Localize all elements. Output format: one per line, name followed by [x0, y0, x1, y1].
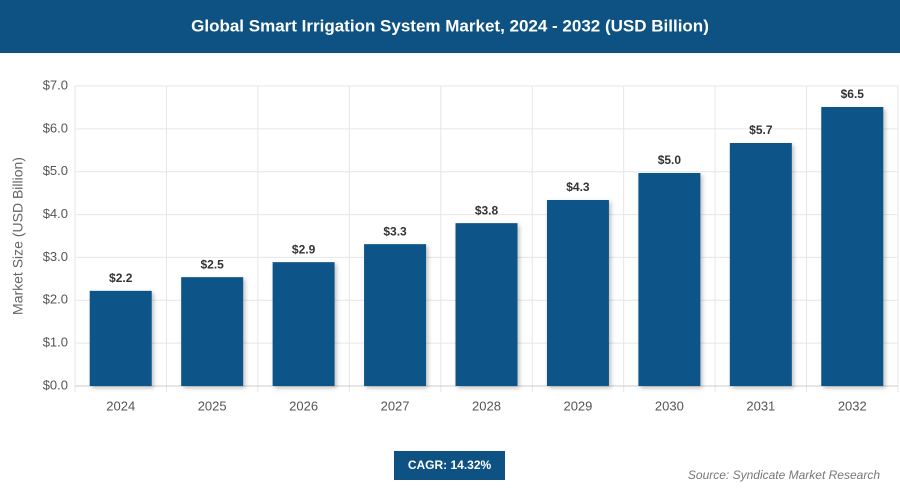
bar: [364, 244, 427, 386]
value-label: $4.3: [566, 180, 590, 194]
bar: [729, 143, 792, 386]
y-tick-label: $7.0: [43, 77, 68, 92]
value-label: $6.5: [841, 87, 865, 101]
value-label: $5.7: [749, 123, 773, 137]
bar: [546, 200, 609, 386]
x-tick-label: 2029: [563, 398, 592, 413]
value-label: $2.9: [292, 242, 316, 256]
y-tick-label: $5.0: [43, 163, 68, 178]
cagr-label: CAGR: 14.32%: [408, 458, 492, 472]
source-note: Source: Syndicate Market Research: [688, 468, 880, 482]
header-bar: [0, 0, 900, 53]
bar: [89, 290, 152, 386]
y-tick-label: $0.0: [43, 377, 68, 392]
y-tick-label: $6.0: [43, 120, 68, 135]
bar: [638, 173, 701, 386]
x-tick-label: 2025: [198, 398, 227, 413]
bar: [455, 223, 518, 386]
x-tick-label: 2028: [472, 398, 501, 413]
value-label: $3.8: [475, 203, 499, 217]
bar: [821, 107, 884, 386]
x-tick-label: 2032: [838, 398, 867, 413]
y-axis-label: Market Size (USD Billion): [10, 157, 26, 315]
x-tick-label: 2026: [289, 398, 318, 413]
x-tick-label: 2031: [746, 398, 775, 413]
y-tick-label: $3.0: [43, 249, 68, 264]
x-tick-label: 2027: [381, 398, 410, 413]
cagr-box: [394, 451, 505, 480]
x-tick-label: 2024: [106, 398, 135, 413]
value-label: $5.0: [658, 153, 682, 167]
value-label: $2.5: [200, 257, 224, 271]
x-tick-label: 2030: [655, 398, 684, 413]
bar: [181, 277, 244, 386]
y-tick-label: $4.0: [43, 206, 68, 221]
value-label: $3.3: [383, 224, 407, 238]
chart-title: Global Smart Irrigation System Market, 2…: [191, 16, 709, 35]
bar: [272, 262, 335, 386]
y-tick-label: $1.0: [43, 335, 68, 350]
y-tick-label: $2.0: [43, 292, 68, 307]
value-label: $2.2: [109, 271, 133, 285]
